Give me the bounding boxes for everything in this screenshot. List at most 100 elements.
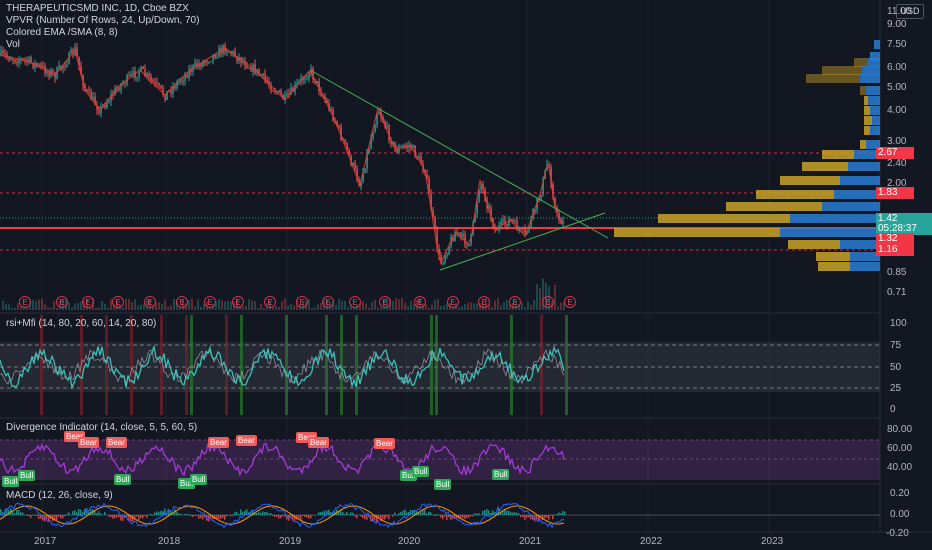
candle-body <box>140 66 142 72</box>
candle-body <box>246 66 248 69</box>
macd-histogram-bar <box>152 515 154 516</box>
bull-divergence-badge: Bull <box>18 470 36 481</box>
macd-histogram-bar <box>376 515 378 523</box>
volume-bar <box>38 299 40 310</box>
macd-histogram-bar <box>172 512 174 515</box>
macd-histogram-bar <box>318 512 320 515</box>
macd-histogram-bar <box>276 515 278 517</box>
candle-body <box>502 219 504 222</box>
macd-histogram-bar <box>212 515 214 520</box>
candle-body <box>278 90 280 93</box>
earnings-marker[interactable]: E <box>414 296 426 308</box>
earnings-marker[interactable]: E <box>112 296 124 308</box>
candle-body <box>198 63 200 67</box>
volume-bar <box>215 301 217 310</box>
volume-bar <box>488 304 490 310</box>
earnings-marker[interactable]: E <box>232 296 244 308</box>
legend-vpvr[interactable]: VPVR (Number Of Rows, 24, Up/Down, 70) <box>6 15 200 26</box>
earnings-marker[interactable]: E <box>56 296 68 308</box>
macd-pane-title[interactable]: MACD (12, 26, close, 9) <box>6 490 113 501</box>
earnings-marker[interactable]: E <box>447 296 459 308</box>
macd-histogram-bar <box>158 511 160 515</box>
macd-histogram-bar <box>462 515 464 518</box>
earnings-marker[interactable]: E <box>509 296 521 308</box>
earnings-marker[interactable]: E <box>296 296 308 308</box>
time-label: 2017 <box>34 536 57 547</box>
macd-histogram-bar <box>74 510 76 515</box>
vpvr-bar <box>860 86 866 95</box>
macd-histogram-bar <box>320 512 322 515</box>
earnings-marker[interactable]: E <box>349 296 361 308</box>
macd-histogram-bar <box>456 515 458 519</box>
volume-bar <box>143 303 145 310</box>
earnings-marker[interactable]: E <box>82 296 94 308</box>
macd-histogram-bar <box>118 515 120 518</box>
earnings-marker[interactable]: E <box>264 296 276 308</box>
candle-body <box>528 227 530 232</box>
volume-bar <box>2 300 4 310</box>
macd-histogram-bar <box>342 512 344 515</box>
candle-body <box>110 94 112 102</box>
candle-body <box>92 96 94 101</box>
macd-histogram-bar <box>386 515 388 518</box>
descending-trendline <box>309 69 609 239</box>
volume-bar <box>155 302 157 310</box>
earnings-marker[interactable]: E <box>322 296 334 308</box>
currency-button[interactable]: USD <box>896 4 924 19</box>
volume-bar <box>194 306 196 310</box>
volume-bar <box>131 301 133 310</box>
earnings-marker[interactable]: E <box>564 296 576 308</box>
earnings-marker[interactable]: E <box>19 296 31 308</box>
candle-body <box>236 56 238 61</box>
vpvr-bar <box>872 116 880 125</box>
macd-histogram-bar <box>444 515 446 517</box>
macd-histogram-bar <box>90 509 92 515</box>
macd-histogram-bar <box>402 510 404 515</box>
candle-body <box>516 220 518 231</box>
candle-body <box>164 94 166 100</box>
candle-body <box>450 237 452 247</box>
price-tag-support: 1.32 <box>876 233 914 245</box>
macd-histogram-bar <box>80 509 82 515</box>
macd-histogram-bar <box>164 508 166 515</box>
candle-body <box>390 139 392 145</box>
vpvr-bar <box>864 106 870 115</box>
rsi-pane-title[interactable]: rsi+Mfi (14, 80, 20, 60, 14, 20, 80) <box>6 318 157 329</box>
macd-histogram-bar <box>14 513 16 515</box>
earnings-marker[interactable]: E <box>144 296 156 308</box>
earnings-marker[interactable]: E <box>176 296 188 308</box>
vpvr-bar <box>854 58 868 67</box>
macd-histogram-bar <box>130 515 132 522</box>
earnings-marker[interactable]: E <box>542 296 554 308</box>
legend-volume[interactable]: Vol <box>6 39 20 50</box>
earnings-marker[interactable]: E <box>478 296 490 308</box>
macd-histogram-bar <box>190 515 192 517</box>
candle-body <box>478 190 480 202</box>
macd-histogram-bar <box>184 514 186 515</box>
candle-body <box>212 54 214 62</box>
candle-body <box>524 229 526 233</box>
legend-ema-sma[interactable]: Colored EMA /SMA (8, 8) <box>6 27 118 38</box>
macd-histogram-bar <box>528 515 530 518</box>
candle-body <box>28 57 30 62</box>
candle-body <box>308 73 310 79</box>
volume-bar <box>230 301 232 310</box>
volume-bar <box>434 300 436 310</box>
volume-bar <box>101 301 103 310</box>
earnings-marker[interactable]: E <box>204 296 216 308</box>
macd-histogram-bar <box>220 515 222 519</box>
earnings-marker[interactable]: E <box>379 296 391 308</box>
divergence-pane-title[interactable]: Divergence Indicator (14, close, 5, 5, 6… <box>6 422 198 433</box>
candle-body <box>412 145 414 149</box>
candle-body <box>426 174 428 179</box>
macd-histogram-bar <box>412 510 414 515</box>
price-tag-low: 1.16 <box>876 244 914 256</box>
candle-body <box>474 214 476 222</box>
macd-histogram-bar <box>544 515 546 519</box>
volume-bar <box>320 303 322 310</box>
volume-bar <box>185 303 187 310</box>
candle-body <box>56 68 58 79</box>
rsi-tick: 75 <box>890 340 902 351</box>
price-tick: 5.00 <box>887 82 907 93</box>
